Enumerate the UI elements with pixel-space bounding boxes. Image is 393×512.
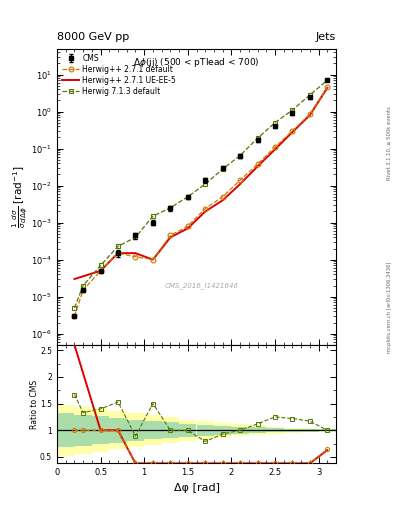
Bar (162, 417, 179, 443)
Bar (109, 418, 127, 442)
Bar (92, 409, 109, 452)
Text: Jets: Jets (316, 32, 336, 42)
Bar (196, 425, 214, 436)
Herwig++ 2.7.1 default (185, 223, 190, 229)
Herwig 7.1.3 default (168, 205, 173, 211)
Herwig++ 2.7.1 default (238, 177, 242, 183)
X-axis label: Δφ [rad]: Δφ [rad] (173, 483, 220, 493)
Herwig++ 2.7.1 default (151, 257, 155, 263)
Herwig++ 2.7.1 UE-EE-5 (116, 250, 120, 256)
Bar (284, 428, 301, 433)
Herwig 7.1.3 default (72, 305, 77, 311)
Line: Herwig++ 2.7.1 default: Herwig++ 2.7.1 default (72, 85, 330, 318)
Herwig++ 2.7.1 default (273, 144, 277, 150)
Herwig++ 2.7.1 default (255, 161, 260, 167)
Herwig 7.1.3 default (273, 120, 277, 126)
Y-axis label: $\frac{1}{\sigma}\frac{d\sigma}{d\Delta\phi}$ [rad$^{-1}$]: $\frac{1}{\sigma}\frac{d\sigma}{d\Delta\… (11, 165, 29, 228)
Line: Herwig++ 2.7.1 UE-EE-5: Herwig++ 2.7.1 UE-EE-5 (74, 88, 327, 279)
Herwig++ 2.7.1 UE-EE-5 (255, 163, 260, 169)
Herwig 7.1.3 default (238, 153, 242, 159)
Bar (214, 423, 231, 438)
Bar (249, 428, 266, 433)
Herwig++ 2.7.1 UE-EE-5 (290, 129, 295, 135)
Bar (144, 421, 162, 439)
Herwig++ 2.7.1 UE-EE-5 (185, 225, 190, 231)
Bar (179, 424, 196, 437)
Legend: CMS, Herwig++ 2.7.1 default, Herwig++ 2.7.1 UE-EE-5, Herwig 7.1.3 default: CMS, Herwig++ 2.7.1 default, Herwig++ 2.… (61, 52, 178, 97)
Herwig++ 2.7.1 default (133, 253, 138, 260)
Herwig++ 2.7.1 UE-EE-5 (307, 112, 312, 118)
Bar (319, 429, 336, 431)
Herwig++ 2.7.1 default (116, 250, 120, 256)
Herwig 7.1.3 default (185, 194, 190, 200)
Text: Rivet 3.1.10, ≥ 500k events: Rivet 3.1.10, ≥ 500k events (387, 106, 391, 180)
Herwig 7.1.3 default (81, 283, 86, 289)
Bar (74, 415, 92, 446)
Bar (231, 424, 249, 436)
Herwig++ 2.7.1 UE-EE-5 (98, 268, 103, 274)
Herwig++ 2.7.1 default (98, 268, 103, 274)
Bar (319, 429, 336, 432)
Text: mcplots.cern.ch [arXiv:1306.3436]: mcplots.cern.ch [arXiv:1306.3436] (387, 262, 391, 353)
Bar (57, 413, 74, 447)
Line: Herwig 7.1.3 default: Herwig 7.1.3 default (72, 78, 330, 310)
Herwig++ 2.7.1 default (290, 128, 295, 134)
Bar (179, 420, 196, 441)
Bar (57, 404, 74, 456)
Bar (144, 415, 162, 445)
Bar (249, 425, 266, 435)
Bar (74, 407, 92, 454)
Herwig++ 2.7.1 UE-EE-5 (273, 146, 277, 153)
Herwig++ 2.7.1 default (168, 232, 173, 239)
Herwig++ 2.7.1 UE-EE-5 (203, 208, 208, 215)
Bar (266, 428, 284, 433)
Herwig 7.1.3 default (290, 107, 295, 113)
Herwig 7.1.3 default (116, 243, 120, 249)
Herwig++ 2.7.1 default (203, 205, 208, 211)
Herwig++ 2.7.1 default (72, 313, 77, 319)
Herwig++ 2.7.1 UE-EE-5 (220, 197, 225, 203)
Herwig 7.1.3 default (203, 181, 208, 187)
Bar (214, 426, 231, 435)
Herwig 7.1.3 default (307, 92, 312, 98)
Bar (284, 429, 301, 432)
Herwig 7.1.3 default (255, 135, 260, 141)
Herwig 7.1.3 default (220, 166, 225, 172)
Bar (301, 428, 319, 433)
Bar (162, 422, 179, 438)
Bar (127, 413, 144, 447)
Bar (92, 416, 109, 444)
Herwig++ 2.7.1 UE-EE-5 (168, 234, 173, 241)
Herwig++ 2.7.1 UE-EE-5 (325, 84, 330, 91)
Bar (231, 427, 249, 434)
Herwig 7.1.3 default (98, 262, 103, 268)
Text: $\Delta\phi$(jj) (500 < pTlead < 700): $\Delta\phi$(jj) (500 < pTlead < 700) (133, 56, 260, 69)
Bar (196, 421, 214, 439)
Herwig++ 2.7.1 default (220, 194, 225, 200)
Herwig++ 2.7.1 UE-EE-5 (151, 257, 155, 263)
Text: 8000 GeV pp: 8000 GeV pp (57, 32, 129, 42)
Herwig 7.1.3 default (151, 213, 155, 219)
Y-axis label: Ratio to CMS: Ratio to CMS (29, 379, 39, 429)
Herwig++ 2.7.1 UE-EE-5 (133, 250, 138, 256)
Herwig++ 2.7.1 UE-EE-5 (238, 181, 242, 187)
Herwig++ 2.7.1 default (307, 111, 312, 117)
Bar (301, 429, 319, 432)
Herwig++ 2.7.1 default (81, 287, 86, 293)
Herwig++ 2.7.1 UE-EE-5 (72, 276, 77, 282)
Bar (266, 426, 284, 434)
Bar (127, 420, 144, 441)
Herwig 7.1.3 default (325, 77, 330, 83)
Herwig 7.1.3 default (133, 234, 138, 241)
Herwig++ 2.7.1 default (325, 84, 330, 91)
Text: CMS_2016_I1421646: CMS_2016_I1421646 (165, 282, 239, 289)
Bar (109, 411, 127, 450)
